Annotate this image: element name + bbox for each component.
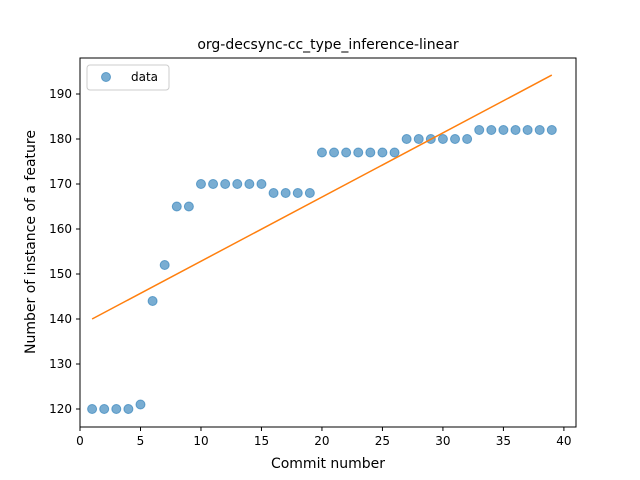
data-point	[522, 125, 533, 135]
data-point	[256, 179, 267, 189]
x-tick-label: 30	[435, 434, 450, 448]
data-point	[377, 147, 388, 158]
x-tick-label: 10	[193, 434, 208, 448]
data-point	[450, 134, 461, 144]
data-point	[268, 188, 279, 198]
data-point	[365, 147, 376, 158]
data-point	[87, 404, 98, 414]
x-tick-label: 0	[76, 434, 84, 448]
data-point	[498, 125, 509, 135]
x-tick-label: 15	[254, 434, 269, 448]
data-point	[486, 125, 497, 135]
data-point	[304, 188, 315, 198]
y-tick-label: 180	[49, 132, 72, 146]
plot-area	[87, 74, 557, 414]
data-point	[389, 147, 400, 158]
data-point	[353, 147, 364, 158]
legend-marker-data	[101, 72, 111, 82]
y-tick-label: 130	[49, 357, 72, 371]
series-line	[91, 74, 553, 320]
x-tick-label: 35	[496, 434, 511, 448]
legend-label-data: data	[131, 70, 158, 84]
data-point	[111, 404, 122, 414]
x-tick-label: 25	[375, 434, 390, 448]
y-tick-label: 160	[49, 222, 72, 236]
data-point	[159, 260, 170, 270]
data-point	[232, 179, 243, 189]
data-point	[147, 296, 158, 306]
data-point	[329, 147, 340, 158]
data-point	[99, 404, 110, 414]
data-point	[280, 188, 291, 198]
data-point	[123, 404, 134, 414]
y-axis: 120 130 140 150 160 170 180 190	[49, 87, 80, 416]
data-point	[474, 125, 485, 135]
y-tick-label: 120	[49, 402, 72, 416]
data-point	[462, 134, 473, 144]
y-tick-label: 170	[49, 177, 72, 191]
data-point	[208, 179, 219, 189]
chart-title: org-decsync-cc_type_inference-linear	[197, 37, 459, 53]
y-tick-label: 190	[49, 87, 72, 101]
data-point	[534, 125, 545, 135]
data-point	[135, 399, 146, 410]
x-tick-label: 5	[137, 434, 145, 448]
y-axis-label: Number of instance of a feature	[23, 130, 39, 354]
data-point	[183, 201, 194, 212]
legend: data	[86, 64, 170, 91]
x-tick-label: 40	[556, 434, 571, 448]
data-point	[437, 134, 448, 144]
data-point	[171, 201, 182, 212]
x-tick-label: 20	[314, 434, 329, 448]
data-point	[401, 134, 412, 144]
legend-box	[86, 64, 170, 91]
data-point	[195, 179, 206, 189]
data-point	[341, 147, 352, 158]
data-point	[510, 125, 521, 135]
data-point	[413, 134, 424, 144]
y-tick-label: 150	[49, 267, 72, 281]
data-point	[316, 147, 327, 158]
x-axis: 0 5 10 15 20 25 30 35 40	[76, 427, 572, 448]
x-axis-label: Commit number	[271, 456, 385, 472]
data-point	[546, 125, 557, 135]
data-point	[292, 188, 303, 198]
data-point	[244, 179, 255, 189]
y-tick-label: 140	[49, 312, 72, 326]
plot-frame	[79, 57, 577, 428]
data-point	[220, 179, 231, 189]
